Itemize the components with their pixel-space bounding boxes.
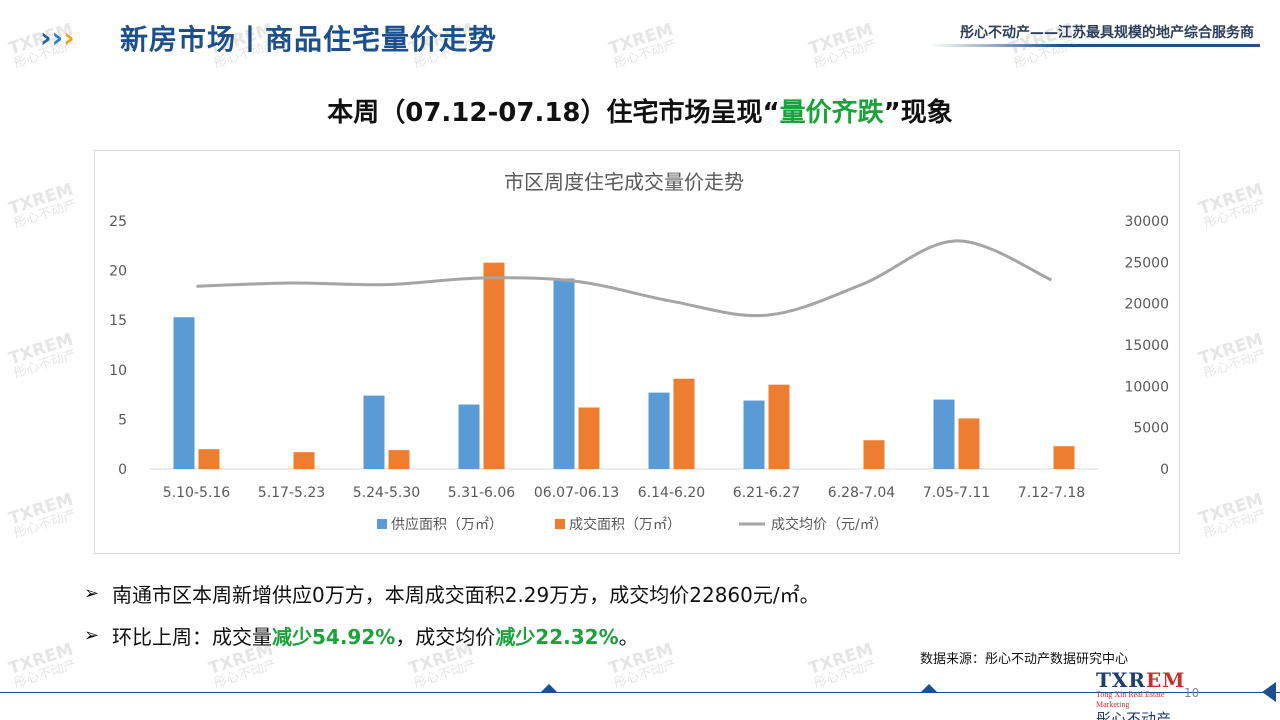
headline: 本周（07.12-07.18）住宅市场呈现“量价齐跌”现象 bbox=[0, 92, 1280, 129]
header-divider bbox=[930, 44, 1260, 47]
bullet-text: 南通市区本周新增供应0万方，本周成交面积2.29万方，成交均价22860元/㎡。 bbox=[112, 582, 820, 607]
bullet-highlight: 减少22.32% bbox=[495, 624, 619, 649]
chart-container: 市区周度住宅成交量价走势 0 5 10 15 20 25 0 5000 10000 15000 200… bbox=[94, 150, 1180, 554]
bar-transaction bbox=[1053, 446, 1075, 469]
y-right-tick-label: 5000 bbox=[1133, 421, 1169, 437]
bullet-text: 环比上周：成交量 bbox=[112, 624, 272, 649]
bar-supply bbox=[933, 399, 955, 469]
legend-label: 成交均价（元/㎡） bbox=[771, 516, 888, 533]
company-logo: TXREM Tong Xin Real Estate Marketing 彤心不… bbox=[1096, 668, 1186, 720]
legend-swatch bbox=[555, 519, 565, 529]
bar-transaction bbox=[483, 262, 505, 469]
footer-divider bbox=[0, 692, 1280, 693]
y-left-tick-label: 20 bbox=[109, 264, 127, 280]
bullet-item: ➢ 南通市区本周新增供应0万方，本周成交面积2.29万方，成交均价22860元/㎡… bbox=[84, 578, 820, 608]
bar-transaction bbox=[863, 440, 885, 469]
legend-label: 成交面积（万㎡） bbox=[569, 516, 681, 533]
company-slogan: 彤心不动产——江苏最具规模的地产综合服务商 bbox=[960, 25, 1254, 41]
x-tick-label: 5.17-5.23 bbox=[258, 485, 325, 501]
bullet-arrow-icon: ➢ bbox=[84, 582, 100, 604]
bar-transaction bbox=[293, 452, 315, 469]
y-right-tick-label: 15000 bbox=[1124, 338, 1169, 354]
y-left-tick-label: 10 bbox=[109, 363, 127, 379]
bullet-item: ➢ 环比上周：成交量 减少54.92% ，成交均价 减少22.32%。 bbox=[84, 620, 820, 650]
bar-transaction bbox=[388, 450, 410, 469]
bar-supply bbox=[173, 317, 195, 469]
footer-triangle-icon bbox=[920, 684, 938, 693]
logo-brand-main: TXR bbox=[1096, 668, 1147, 692]
bar-transaction bbox=[198, 449, 220, 469]
y-left-tick-label: 0 bbox=[118, 462, 127, 478]
x-tick-label: 6.14-6.20 bbox=[638, 485, 705, 501]
x-tick-label: 6.21-6.27 bbox=[733, 485, 800, 501]
y-right-tick-label: 25000 bbox=[1124, 255, 1169, 271]
bar-transaction bbox=[768, 384, 790, 469]
x-tick-label: 7.12-7.18 bbox=[1018, 485, 1085, 501]
y-left-tick-label: 5 bbox=[118, 412, 127, 428]
logo-cn: 彤心不动产 bbox=[1096, 710, 1172, 720]
x-tick-label: 6.28-7.04 bbox=[828, 485, 895, 501]
data-source: 数据来源：彤心不动产数据研究中心 bbox=[920, 652, 1129, 667]
bullet-text: ，成交均价 bbox=[395, 624, 496, 649]
footer-triangle-icon bbox=[540, 684, 558, 693]
x-tick-label: 7.05-7.11 bbox=[923, 485, 990, 501]
header-arrows-icon: › › › bbox=[40, 21, 75, 54]
x-tick-label: 5.10-5.16 bbox=[163, 485, 230, 501]
series-line-price bbox=[196, 239, 1053, 318]
bar-transaction bbox=[578, 407, 600, 469]
bar-transaction bbox=[958, 418, 980, 469]
bar-supply bbox=[743, 400, 765, 469]
bullet-list: ➢ 南通市区本周新增供应0万方，本周成交面积2.29万方，成交均价22860元/㎡… bbox=[84, 578, 820, 662]
logo-subtitle: Tong Xin Real Estate Marketing bbox=[1096, 690, 1165, 709]
y-left-tick-label: 15 bbox=[109, 313, 127, 329]
logo-brand-accent: EM bbox=[1146, 668, 1186, 692]
x-tick-label: 5.31-6.06 bbox=[448, 485, 515, 501]
bullet-arrow-icon: ➢ bbox=[84, 624, 100, 646]
legend-swatch bbox=[377, 519, 387, 529]
x-tick-label: 5.24-5.30 bbox=[353, 485, 420, 501]
bar-supply bbox=[363, 395, 385, 469]
combo-chart: 市区周度住宅成交量价走势 0 5 10 15 20 25 0 5000 10000 15000 200… bbox=[109, 170, 1169, 533]
bar-supply bbox=[648, 392, 670, 469]
bullet-text: 。 bbox=[618, 624, 639, 649]
y-right-tick-label: 20000 bbox=[1124, 297, 1169, 313]
y-right-tick-label: 10000 bbox=[1124, 379, 1169, 395]
headline-highlight: 量价齐跌 bbox=[779, 98, 884, 128]
headline-suffix: ”现象 bbox=[883, 98, 953, 128]
corner-triangle-icon bbox=[1262, 682, 1276, 702]
legend-label: 供应面积（万㎡） bbox=[391, 516, 503, 533]
y-right-tick-label: 0 bbox=[1160, 462, 1169, 478]
chart-title: 市区周度住宅成交量价走势 bbox=[504, 170, 744, 194]
bar-transaction bbox=[673, 378, 695, 469]
page-number: 10 bbox=[1184, 686, 1200, 700]
bar-supply bbox=[458, 404, 480, 469]
headline-prefix: 本周（07.12-07.18）住宅市场呈现“ bbox=[327, 98, 780, 128]
bar-supply bbox=[553, 278, 575, 469]
y-right-tick-label: 30000 bbox=[1124, 214, 1169, 230]
page-title: 新房市场丨商品住宅量价走势 bbox=[120, 23, 498, 56]
y-left-tick-label: 25 bbox=[109, 214, 127, 230]
bullet-highlight: 减少54.92% bbox=[272, 624, 396, 649]
x-tick-label: 06.07-06.13 bbox=[534, 485, 619, 501]
